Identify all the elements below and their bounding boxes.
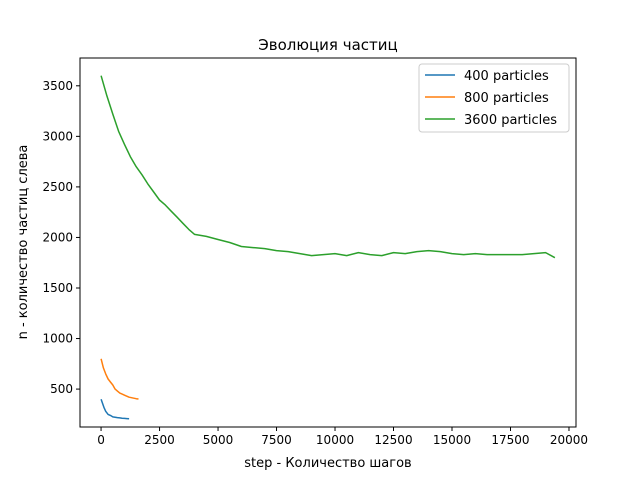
y-axis-title: n - количество частиц слева [16, 145, 31, 340]
y-tick-label: 3000 [42, 129, 73, 143]
series-line-1 [100, 358, 139, 400]
x-tick-label: 10000 [316, 433, 354, 447]
y-tick-label: 1000 [42, 332, 73, 346]
x-tick-label: 17500 [491, 433, 529, 447]
x-tick-label: 15000 [433, 433, 471, 447]
x-axis-title: step - Количество шагов [244, 456, 411, 471]
legend-label-0: 400 particles [464, 69, 549, 84]
y-tick-label: 1500 [42, 281, 73, 295]
y-tick-label: 2500 [42, 180, 73, 194]
x-tick-label: 5000 [203, 433, 234, 447]
chart-title: Эволюция частиц [258, 36, 397, 54]
y-axis-ticks: 500 1000 1500 2000 2500 3000 3500 [42, 79, 80, 396]
x-tick-label: 20000 [550, 433, 588, 447]
series-line-0 [100, 398, 130, 420]
x-axis-ticks: 0 2500 5000 7500 10000 12500 15000 17500 20000 [97, 427, 588, 447]
y-tick-label: 2000 [42, 230, 73, 244]
y-tick-label: 500 [50, 382, 73, 396]
plot-frame [79, 57, 577, 428]
x-tick-label: 2500 [144, 433, 175, 447]
y-tick-label: 3500 [42, 79, 73, 93]
legend-label-2: 3600 particles [464, 113, 557, 128]
x-tick-label: 12500 [374, 433, 412, 447]
x-tick-label: 0 [97, 433, 105, 447]
x-tick-label: 7500 [261, 433, 292, 447]
legend-label-1: 800 particles [464, 91, 549, 106]
series-layer [100, 75, 556, 420]
legend: 400 particles 800 particles 3600 particles [418, 63, 570, 133]
series-line-2 [100, 75, 556, 259]
legend-box [418, 63, 570, 133]
